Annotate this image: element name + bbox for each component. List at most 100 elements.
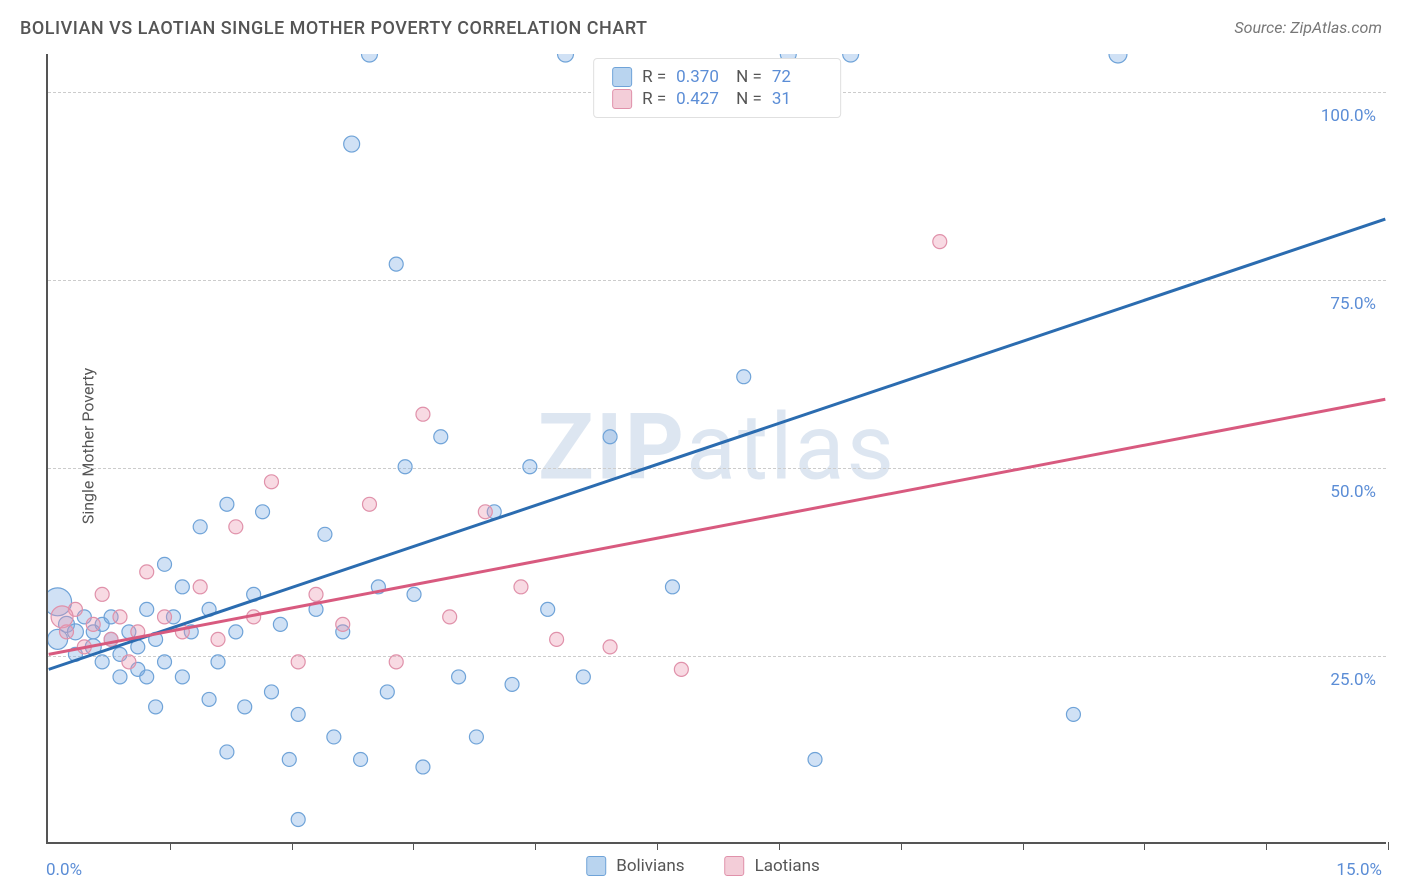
scatter-point-bolivians xyxy=(327,730,341,744)
scatter-point-laotians xyxy=(264,475,278,489)
scatter-point-bolivians xyxy=(220,745,234,759)
scatter-point-bolivians xyxy=(452,670,466,684)
swatch-laotians xyxy=(725,856,745,876)
scatter-point-laotians xyxy=(158,610,172,624)
scatter-point-laotians xyxy=(113,610,127,624)
scatter-point-laotians xyxy=(229,520,243,534)
scatter-point-laotians xyxy=(51,606,73,628)
scatter-point-bolivians xyxy=(808,752,822,766)
scatter-point-laotians xyxy=(478,505,492,519)
scatter-point-bolivians xyxy=(238,700,252,714)
scatter-point-laotians xyxy=(336,617,350,631)
scatter-point-laotians xyxy=(309,587,323,601)
r-prefix: R = xyxy=(642,67,666,87)
x-tick xyxy=(413,842,414,850)
scatter-point-bolivians xyxy=(256,505,270,519)
legend-item-0: Bolivians xyxy=(586,856,684,876)
n-value-0: 72 xyxy=(772,67,822,87)
regression-line-laotians xyxy=(49,399,1386,654)
correlation-chart: BOLIVIAN VS LAOTIAN SINGLE MOTHER POVERT… xyxy=(0,0,1406,892)
source-label: Source: ZipAtlas.com xyxy=(1234,18,1382,37)
scatter-point-bolivians xyxy=(291,813,305,827)
chart-svg xyxy=(48,54,1386,842)
scatter-point-bolivians xyxy=(603,430,617,444)
n-prefix: N = xyxy=(736,89,762,109)
scatter-point-bolivians xyxy=(158,655,172,669)
x-max-label: 15.0% xyxy=(1336,860,1382,880)
legend-stats-row-0: R = 0.370 N = 72 xyxy=(612,67,822,87)
scatter-point-bolivians xyxy=(273,617,287,631)
scatter-point-laotians xyxy=(603,640,617,654)
scatter-point-bolivians xyxy=(211,655,225,669)
scatter-point-laotians xyxy=(122,655,136,669)
x-tick xyxy=(901,842,902,850)
scatter-point-bolivians xyxy=(264,685,278,699)
chart-title: BOLIVIAN VS LAOTIAN SINGLE MOTHER POVERT… xyxy=(20,18,648,39)
legend-stats: R = 0.370 N = 72 R = 0.427 N = 31 xyxy=(593,58,841,118)
series-name-0: Bolivians xyxy=(616,856,684,876)
legend-stats-row-1: R = 0.427 N = 31 xyxy=(612,89,822,109)
scatter-point-laotians xyxy=(140,565,154,579)
scatter-point-bolivians xyxy=(1109,54,1127,63)
scatter-point-laotians xyxy=(211,632,225,646)
scatter-point-bolivians xyxy=(541,602,555,616)
scatter-point-bolivians xyxy=(416,760,430,774)
scatter-point-bolivians xyxy=(229,625,243,639)
scatter-point-bolivians xyxy=(665,580,679,594)
x-tick xyxy=(779,842,780,850)
scatter-point-bolivians xyxy=(158,557,172,571)
legend-item-1: Laotians xyxy=(725,856,820,876)
scatter-point-bolivians xyxy=(398,460,412,474)
scatter-point-bolivians xyxy=(95,655,109,669)
scatter-point-bolivians xyxy=(220,497,234,511)
r-prefix: R = xyxy=(642,89,666,109)
scatter-point-bolivians xyxy=(344,136,360,152)
x-tick xyxy=(1144,842,1145,850)
scatter-point-bolivians xyxy=(149,700,163,714)
scatter-point-bolivians xyxy=(576,670,590,684)
scatter-point-bolivians xyxy=(558,54,574,62)
scatter-point-laotians xyxy=(389,655,403,669)
scatter-point-bolivians xyxy=(505,677,519,691)
scatter-point-bolivians xyxy=(389,257,403,271)
x-min-label: 0.0% xyxy=(46,860,82,880)
scatter-point-laotians xyxy=(443,610,457,624)
x-tick xyxy=(657,842,658,850)
scatter-point-bolivians xyxy=(318,527,332,541)
scatter-point-bolivians xyxy=(434,430,448,444)
scatter-point-laotians xyxy=(674,662,688,676)
scatter-point-laotians xyxy=(291,655,305,669)
scatter-point-bolivians xyxy=(193,520,207,534)
plot-area: ZIPatlas R = 0.370 N = 72 R = 0.427 N = … xyxy=(46,54,1386,844)
scatter-point-bolivians xyxy=(282,752,296,766)
x-tick xyxy=(170,842,171,850)
scatter-point-bolivians xyxy=(140,670,154,684)
scatter-point-laotians xyxy=(514,580,528,594)
scatter-point-laotians xyxy=(416,407,430,421)
scatter-point-bolivians xyxy=(113,670,127,684)
swatch-laotians xyxy=(612,89,632,109)
scatter-point-bolivians xyxy=(202,692,216,706)
scatter-point-bolivians xyxy=(291,707,305,721)
scatter-point-laotians xyxy=(86,617,100,631)
scatter-point-bolivians xyxy=(175,670,189,684)
x-tick xyxy=(1266,842,1267,850)
scatter-point-laotians xyxy=(362,497,376,511)
regression-line-bolivians xyxy=(49,219,1386,669)
x-tick xyxy=(1388,842,1389,850)
scatter-point-bolivians xyxy=(362,54,378,62)
r-value-0: 0.370 xyxy=(676,67,726,87)
scatter-point-laotians xyxy=(95,587,109,601)
legend-series: Bolivians Laotians xyxy=(586,856,820,876)
x-tick xyxy=(1023,842,1024,850)
series-name-1: Laotians xyxy=(755,856,820,876)
n-value-1: 31 xyxy=(772,89,822,109)
scatter-point-bolivians xyxy=(175,580,189,594)
x-tick xyxy=(535,842,536,850)
n-prefix: N = xyxy=(736,67,762,87)
scatter-point-bolivians xyxy=(1066,707,1080,721)
r-value-1: 0.427 xyxy=(676,89,726,109)
scatter-point-bolivians xyxy=(737,370,751,384)
swatch-bolivians xyxy=(586,856,606,876)
x-tick xyxy=(292,842,293,850)
